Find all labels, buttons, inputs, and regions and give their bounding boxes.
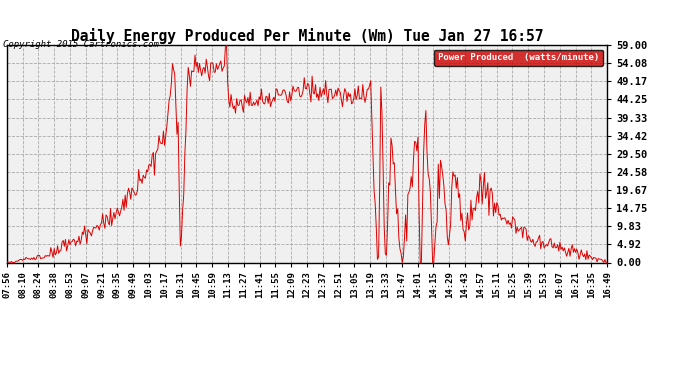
Title: Daily Energy Produced Per Minute (Wm) Tue Jan 27 16:57: Daily Energy Produced Per Minute (Wm) Tu… <box>71 28 543 44</box>
Text: Copyright 2015 Cartronics.com: Copyright 2015 Cartronics.com <box>3 40 159 49</box>
Legend: Power Produced  (watts/minute): Power Produced (watts/minute) <box>434 50 602 66</box>
